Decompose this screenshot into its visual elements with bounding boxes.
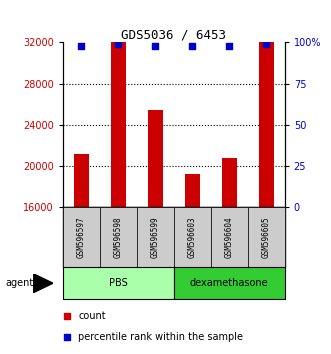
Bar xyxy=(111,42,126,207)
Text: percentile rank within the sample: percentile rank within the sample xyxy=(78,332,243,342)
Point xyxy=(226,43,232,48)
Point xyxy=(79,43,84,48)
Point xyxy=(190,43,195,48)
Text: GSM596599: GSM596599 xyxy=(151,216,160,258)
Bar xyxy=(174,267,285,299)
Text: GSM596605: GSM596605 xyxy=(262,216,271,258)
Bar xyxy=(100,207,137,267)
Text: count: count xyxy=(78,311,106,321)
Point xyxy=(153,43,158,48)
Bar xyxy=(259,42,273,207)
Bar xyxy=(63,207,100,267)
Point xyxy=(65,313,70,319)
Point xyxy=(263,41,269,47)
Bar xyxy=(222,158,237,207)
Bar xyxy=(63,267,174,299)
Title: GDS5036 / 6453: GDS5036 / 6453 xyxy=(121,28,226,41)
Text: PBS: PBS xyxy=(109,278,128,288)
Point xyxy=(116,41,121,47)
Bar xyxy=(185,174,200,207)
Bar xyxy=(74,154,89,207)
Bar xyxy=(248,207,285,267)
Bar xyxy=(148,110,163,207)
Text: GSM596598: GSM596598 xyxy=(114,216,123,258)
Bar xyxy=(137,207,174,267)
Text: GSM596604: GSM596604 xyxy=(225,216,234,258)
Text: GSM596603: GSM596603 xyxy=(188,216,197,258)
Text: dexamethasone: dexamethasone xyxy=(190,278,268,288)
Bar xyxy=(174,207,211,267)
Text: GSM596597: GSM596597 xyxy=(77,216,86,258)
Polygon shape xyxy=(33,274,53,293)
Bar xyxy=(211,207,248,267)
Point xyxy=(65,334,70,340)
Text: agent: agent xyxy=(5,278,33,288)
